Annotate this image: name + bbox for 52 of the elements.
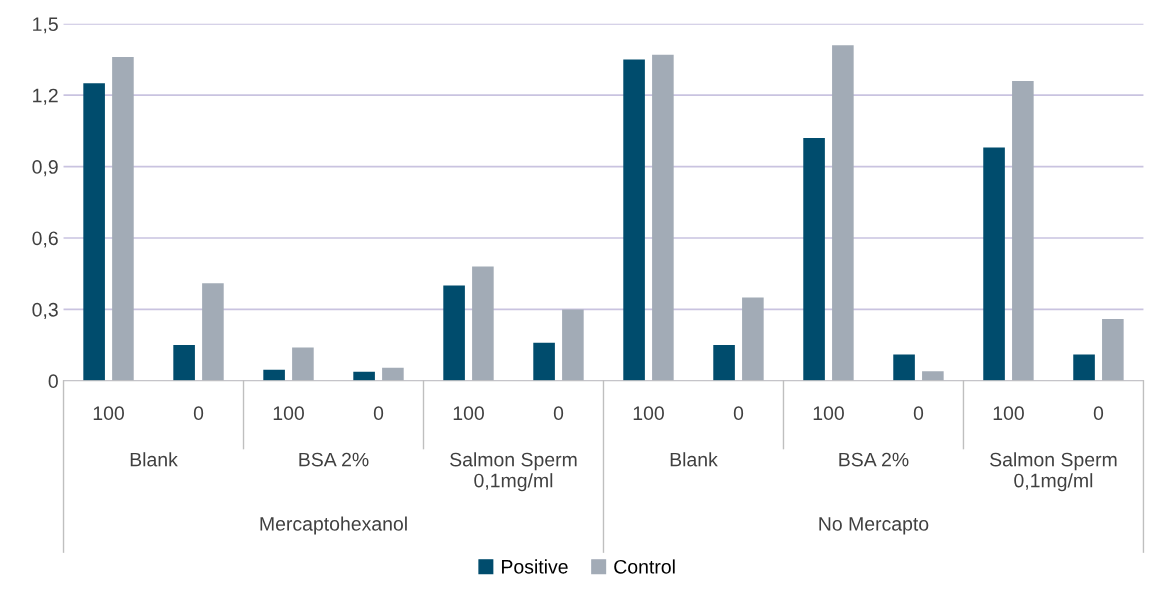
text: BSA 2%: [839, 452, 909, 467]
legend-label: Positive: [502, 559, 568, 574]
x-tick-label: 0: [373, 406, 384, 421]
y-tick-label: 1,5: [33, 17, 58, 34]
x-tick-label: 0: [193, 406, 204, 421]
text: Salmon Sperm 0,1mg/ml: [450, 452, 577, 492]
x-tick-label: 100: [93, 406, 124, 421]
bar: [443, 285, 465, 381]
bar: [623, 59, 645, 381]
text: BSA 2%: [299, 452, 369, 467]
x-tick-label: 100: [633, 406, 664, 421]
y-tick-label: 0,9: [32, 160, 58, 177]
bar: [742, 297, 764, 381]
bar: [713, 345, 735, 381]
bar: [202, 283, 224, 381]
bar: [173, 345, 195, 381]
bar: [893, 354, 915, 381]
bar: [922, 371, 944, 381]
legend-label: Control: [614, 559, 675, 574]
bar: [803, 138, 825, 381]
x-tick-label: 100: [813, 406, 844, 421]
bar: [382, 367, 404, 381]
bar: [983, 147, 1005, 381]
x-tick-label: 0: [1093, 406, 1104, 421]
x-tick-label: 100: [273, 406, 304, 421]
text: Salmon Sperm 0,1mg/ml: [990, 452, 1117, 492]
y-tick-label: 0: [48, 374, 58, 389]
y-tick-label: 0,6: [32, 231, 58, 248]
bar: [292, 347, 314, 381]
bar: [263, 369, 285, 381]
text: No Mercapto: [819, 517, 929, 535]
x-tick-label: 0: [553, 406, 564, 421]
bar: [1012, 80, 1034, 381]
bar: [1073, 354, 1095, 381]
bar: [832, 45, 854, 381]
text: Blank: [130, 452, 178, 467]
bar: [112, 57, 134, 381]
x-tick-label: 100: [993, 406, 1024, 421]
y-tick-label: 0,3: [32, 302, 58, 319]
bar: [353, 371, 375, 381]
bar: [83, 83, 105, 381]
bar: [472, 266, 494, 381]
y-tick-label: 1,2: [33, 88, 58, 105]
x-tick-label: 100: [453, 406, 484, 421]
text: Mercaptohexanol: [260, 516, 407, 535]
bar: [533, 342, 555, 381]
x-tick-label: 0: [913, 406, 924, 421]
bar: [1102, 318, 1124, 381]
text: Blank: [670, 452, 718, 467]
bar: [562, 309, 584, 381]
bar: [652, 54, 674, 381]
x-tick-label: 0: [733, 406, 744, 421]
